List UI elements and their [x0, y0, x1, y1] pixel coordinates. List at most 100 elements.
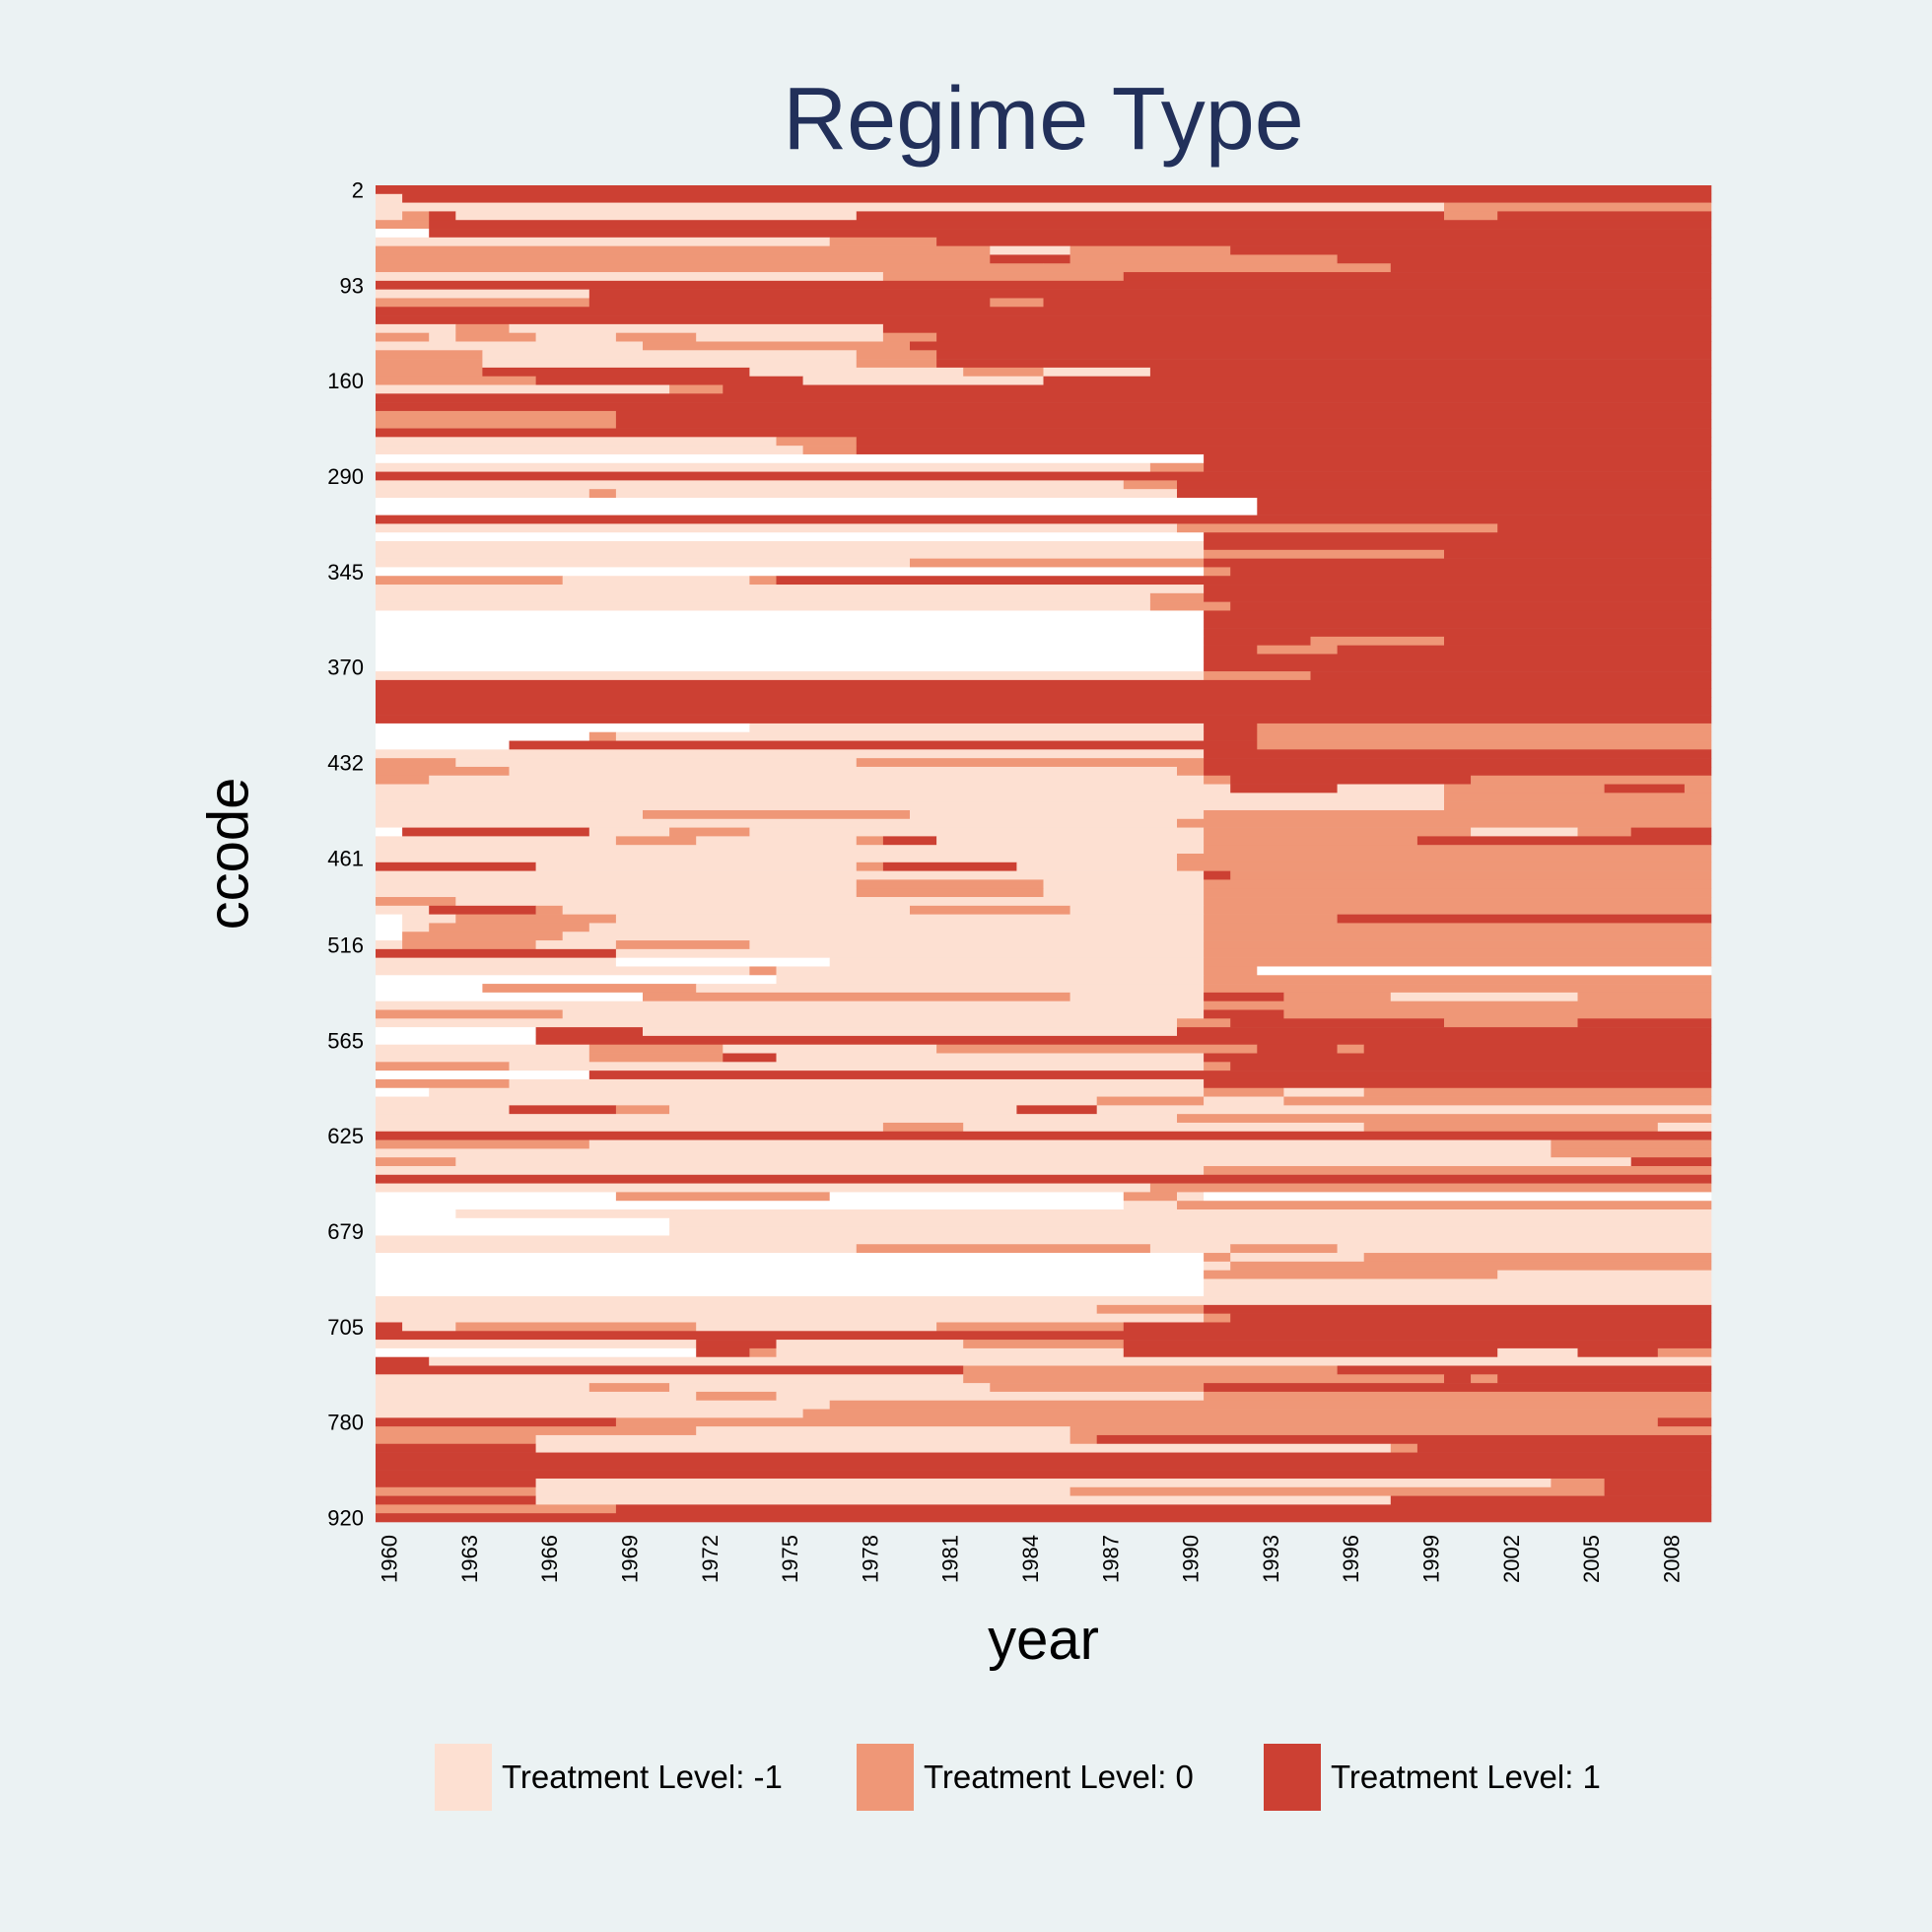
heatmap-cell-run: [1177, 523, 1498, 533]
heatmap-cell-run: [1230, 1261, 1712, 1271]
heatmap-cell-run: [376, 715, 1712, 724]
heatmap-cell-run: [1471, 775, 1712, 785]
heatmap-cell-run: [615, 332, 697, 342]
heatmap-cell-run: [1204, 1313, 1231, 1323]
heatmap-cell-run: [749, 367, 964, 378]
heatmap-cell-run: [376, 897, 456, 907]
heatmap-cell-run: [856, 211, 1445, 221]
heatmap-cell-run: [376, 610, 1205, 620]
heatmap-cell-run: [429, 229, 1712, 239]
heatmap-cell-run: [376, 758, 456, 768]
y-tick-label: 920: [327, 1506, 364, 1531]
heatmap-cell-run: [1204, 619, 1712, 629]
x-tick-label: 1987: [1098, 1535, 1123, 1583]
heatmap-cell-run: [1230, 245, 1712, 255]
heatmap-cell-run: [856, 862, 884, 871]
heatmap-cell-run: [749, 827, 1205, 837]
heatmap-cell-run: [1257, 1044, 1338, 1054]
heatmap-cell-run: [482, 984, 697, 994]
heatmap-cell-run: [1230, 775, 1472, 785]
legend-swatch: [857, 1744, 914, 1811]
heatmap-cell-run: [429, 211, 456, 221]
heatmap-cell-run: [1204, 532, 1712, 542]
heatmap-cell-run: [1204, 1278, 1712, 1288]
heatmap-cell-run: [376, 793, 1445, 802]
heatmap-cell-run: [376, 1192, 617, 1202]
heatmap-cell-run: [1149, 1183, 1712, 1193]
x-tick-label: 2008: [1659, 1535, 1684, 1583]
heatmap-cell-run: [936, 1044, 1258, 1054]
heatmap-cell-run: [1177, 480, 1712, 490]
heatmap-cell-run: [376, 948, 617, 958]
heatmap-cell-run: [376, 1486, 536, 1496]
heatmap-cell-run: [535, 905, 563, 915]
heatmap-cell-run: [562, 576, 750, 586]
heatmap-cell-run: [1604, 1478, 1712, 1488]
heatmap-cell-run: [1283, 1096, 1712, 1106]
heatmap-cell-run: [376, 549, 1205, 559]
heatmap-cell-run: [429, 332, 456, 342]
heatmap-cell-run: [402, 211, 430, 221]
heatmap-cell-run: [1204, 541, 1712, 551]
heatmap-cell-run: [1204, 1304, 1712, 1314]
heatmap-cell-run: [1604, 784, 1686, 794]
heatmap-cell-run: [856, 437, 1712, 447]
heatmap-cell-run: [1204, 610, 1712, 620]
heatmap-cell-run: [376, 1053, 590, 1063]
heatmap-cell-run: [455, 1209, 1712, 1219]
heatmap-cell-run: [1149, 592, 1205, 602]
y-tick-label: 461: [327, 846, 364, 870]
heatmap-cell-run: [1337, 784, 1445, 794]
x-tick-label: 2005: [1579, 1535, 1604, 1583]
heatmap-cell-run: [1096, 1304, 1205, 1314]
heatmap-cell-run: [1204, 549, 1445, 559]
heatmap-cell-run: [376, 367, 483, 378]
heatmap-cell-run: [402, 914, 456, 924]
legend-item-level-0: Treatment Level: 0: [857, 1744, 1194, 1811]
heatmap-cell-run: [1204, 1062, 1231, 1071]
heatmap-cell-run: [615, 836, 697, 846]
heatmap-cell-run: [723, 1053, 777, 1063]
heatmap-cell-run: [1149, 1244, 1231, 1254]
heatmap-cell-run: [1416, 1443, 1712, 1453]
heatmap-cell-run: [1016, 862, 1178, 871]
heatmap-cell-run: [749, 723, 1205, 733]
heatmap-cell-run: [1257, 645, 1338, 655]
heatmap-cell-run: [376, 237, 830, 246]
heatmap-cell-run: [376, 245, 830, 255]
heatmap-cell-run: [376, 1278, 1205, 1288]
heatmap-cell-run: [376, 1078, 510, 1089]
heatmap-cell-run: [776, 975, 1205, 985]
heatmap-cell-run: [963, 1374, 1445, 1384]
heatmap-cell-run: [1577, 827, 1631, 837]
heatmap-cell-run: [829, 245, 991, 255]
heatmap-cell-run: [376, 662, 1205, 672]
heatmap-cell-run: [1123, 480, 1178, 490]
heatmap-cell-run: [376, 185, 1712, 195]
heatmap-cell-run: [376, 1062, 510, 1071]
heatmap-cell-run: [535, 1434, 1070, 1445]
heatmap-cell-run: [1096, 1434, 1712, 1445]
heatmap-cell-run: [429, 1356, 1712, 1366]
heatmap-cell-run: [509, 1062, 1205, 1071]
heatmap-cell-run: [376, 636, 1205, 646]
heatmap-cell-run: [455, 1322, 697, 1332]
heatmap-cell-run: [376, 1513, 1712, 1523]
heatmap-cell-run: [1577, 1347, 1659, 1358]
heatmap-cell-run: [856, 836, 884, 846]
heatmap-cell-run: [856, 1244, 1151, 1254]
heatmap-cell-run: [1497, 1374, 1712, 1384]
heatmap-cell-run: [376, 1391, 697, 1402]
heatmap-cell-run: [1149, 601, 1231, 611]
heatmap-cell-run: [1096, 1105, 1712, 1115]
heatmap-cell-run: [615, 1417, 1659, 1427]
heatmap-cell-run: [1337, 254, 1712, 264]
heatmap-cell-run: [455, 332, 536, 342]
heatmap-cell-run: [376, 1434, 536, 1445]
heatmap-cell-run: [1204, 809, 1712, 820]
heatmap-cell-run: [376, 211, 403, 221]
heatmap-cell-run: [1444, 1018, 1578, 1028]
heatmap-cell-run: [910, 558, 1205, 568]
heatmap-cell-run: [1123, 1192, 1178, 1202]
heatmap-cell-run: [856, 359, 937, 369]
